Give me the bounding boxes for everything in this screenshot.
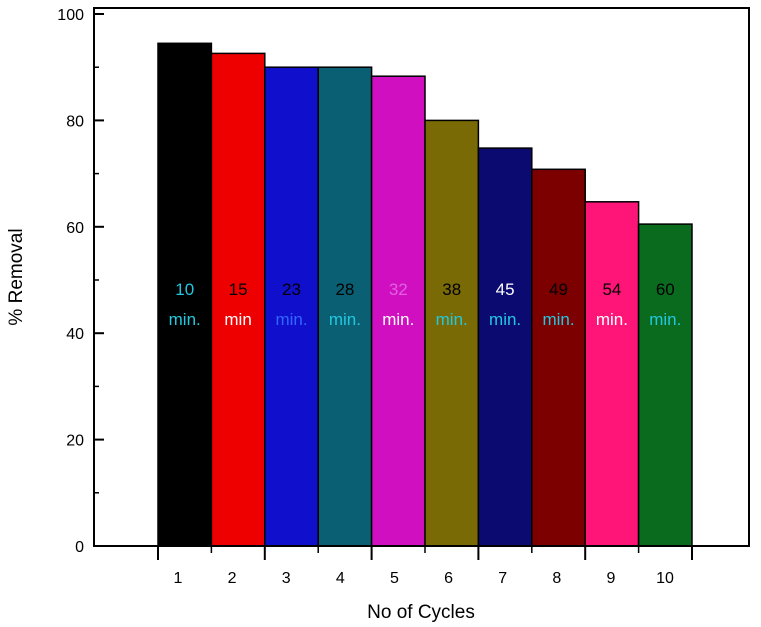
x-tick-label: 7 [498, 570, 507, 587]
bar-cycle-2 [210, 52, 266, 547]
bar-cycle-3 [264, 66, 319, 547]
bar-unit-label: min. [382, 310, 414, 329]
y-tick-label: 100 [57, 7, 84, 24]
y-tick-label: 20 [66, 433, 84, 450]
bar-unit-label: min. [542, 310, 574, 329]
bar-cycle-10 [637, 223, 693, 547]
bar-time-label: 38 [442, 280, 461, 299]
bar-unit-label: min. [329, 310, 361, 329]
bar-time-label: 45 [496, 280, 515, 299]
y-tick-label: 60 [66, 220, 84, 237]
bar-cycle-4 [317, 66, 373, 547]
bar-unit-label: min. [489, 310, 521, 329]
x-tick-label: 2 [228, 570, 237, 587]
y-axis-title: % Removal [6, 228, 27, 325]
y-tick-label: 40 [66, 326, 84, 343]
x-tick-label: 4 [336, 570, 345, 587]
bar-unit-label: min. [436, 310, 468, 329]
bar-unit-label: min. [169, 310, 201, 329]
y-tick-label: 80 [66, 113, 84, 130]
bars-layer [157, 42, 693, 547]
bar-unit-label: min. [275, 310, 307, 329]
y-axis: 0 20 40 60 80 100 [57, 7, 104, 556]
bar-cycle-1 [157, 42, 213, 547]
bar-labels-layer: 10 min. 15 min 23 min. 28 min. 32 min. 38 min. 45 min… [169, 280, 682, 329]
y-tick-label: 0 [75, 539, 84, 556]
bar-time-label: 32 [389, 280, 408, 299]
bar-cycle-9 [584, 201, 640, 547]
x-tick-label: 3 [282, 570, 291, 587]
bar-time-label: 15 [229, 280, 248, 299]
x-axis: 1 2 3 4 5 6 7 8 9 10 [157, 546, 693, 587]
bar-unit-label: min. [596, 310, 628, 329]
bar-time-label: 49 [549, 280, 568, 299]
bar-unit-label: min. [649, 310, 681, 329]
x-tick-label: 6 [444, 570, 453, 587]
x-tick-label: 8 [552, 570, 561, 587]
bar-time-label: 10 [175, 280, 194, 299]
x-tick-label: 1 [174, 570, 183, 587]
plot-frame [93, 7, 750, 547]
x-tick-label: 5 [390, 570, 399, 587]
bar-time-label: 54 [602, 280, 621, 299]
bar-cycle-6 [424, 119, 480, 547]
bar-cycle-7 [477, 147, 533, 547]
bar-time-label: 60 [656, 280, 675, 299]
x-axis-title: No of Cycles [367, 602, 475, 623]
bar-unit-label: min [224, 310, 251, 329]
x-tick-label: 9 [606, 570, 615, 587]
bar-time-label: 23 [282, 280, 301, 299]
bar-time-label: 28 [335, 280, 354, 299]
x-tick-label: 10 [656, 570, 674, 587]
bar-cycle-8 [531, 168, 586, 547]
